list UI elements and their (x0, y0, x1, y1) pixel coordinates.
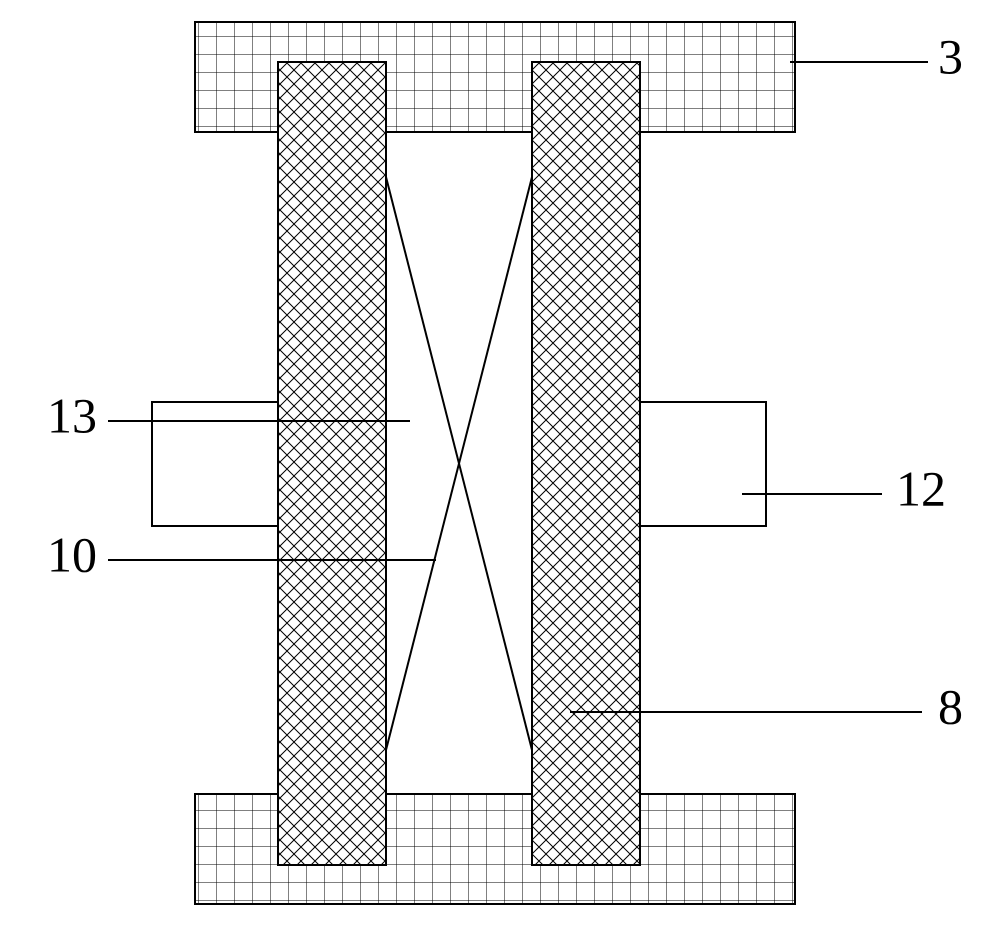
label-10: 10 (47, 526, 97, 582)
label-8: 8 (938, 678, 963, 734)
label-12: 12 (896, 460, 946, 516)
canvas-background (0, 0, 1000, 927)
mechanical-diagram: 3 12 8 13 10 (0, 0, 1000, 927)
right-column (532, 62, 640, 865)
label-3: 3 (938, 28, 963, 84)
label-13: 13 (47, 387, 97, 443)
left-column (278, 62, 386, 865)
